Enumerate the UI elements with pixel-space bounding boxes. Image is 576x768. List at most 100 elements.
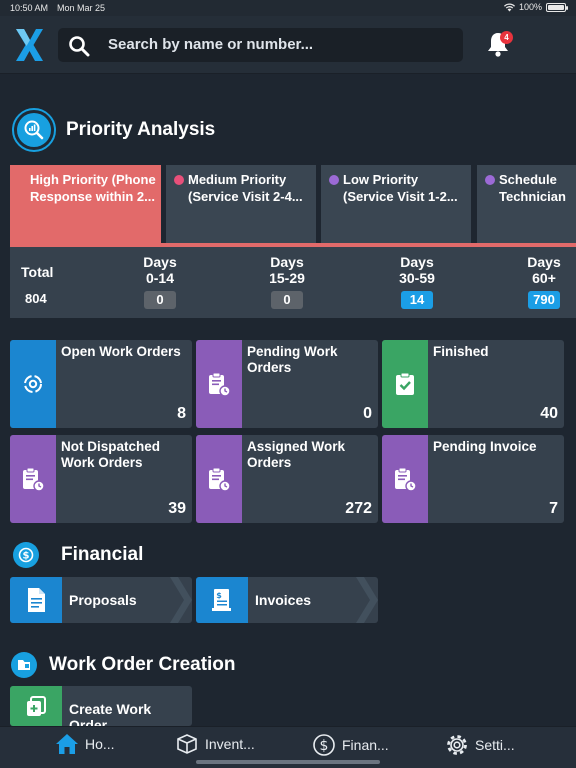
card-label: Finished bbox=[433, 344, 489, 359]
card-icon-panel bbox=[196, 340, 242, 428]
card-pending-work-orders[interactable]: Pending Work Orders 0 bbox=[196, 340, 378, 428]
tab-label-line2: (Service Visit 2-4... bbox=[188, 189, 303, 204]
bucket-label2: 15-29 bbox=[269, 270, 305, 286]
invoices-label: Invoices bbox=[255, 592, 312, 608]
battery-percent: 100% bbox=[518, 2, 542, 12]
card-count: 40 bbox=[540, 405, 558, 422]
proposals-label: Proposals bbox=[69, 592, 137, 608]
svg-text:$: $ bbox=[216, 591, 222, 600]
card-icon-panel bbox=[382, 435, 428, 523]
bucket-label2: 60+ bbox=[532, 270, 556, 286]
bucket-0-14[interactable]: Days 0-14 0 bbox=[132, 254, 188, 309]
bucket-count-badge: 790 bbox=[528, 291, 560, 309]
bucket-label1: Days bbox=[400, 254, 434, 270]
work-order-creation-icon bbox=[11, 652, 37, 678]
search-icon bbox=[69, 36, 90, 57]
tab-label-line2: Response within 2... bbox=[30, 189, 155, 204]
bucket-count-badge: 0 bbox=[271, 291, 303, 309]
clipboard-clock-icon bbox=[209, 372, 231, 397]
priority-analysis-title: Priority Analysis bbox=[66, 119, 216, 140]
priority-stats: Total 804 Days 0-14 0 Days 15-29 0 Days … bbox=[10, 247, 576, 318]
chevron-right-icon bbox=[170, 577, 192, 623]
analytics-icon bbox=[12, 108, 56, 152]
bucket-60-plus[interactable]: Days 60+ 790 bbox=[517, 254, 571, 309]
add-document-icon bbox=[27, 696, 46, 716]
search-placeholder: Search by name or number... bbox=[108, 36, 314, 53]
card-icon-panel bbox=[10, 686, 62, 726]
bucket-label2: 30-59 bbox=[399, 270, 435, 286]
bucket-count-badge: 0 bbox=[144, 291, 176, 309]
card-icon-panel: $ bbox=[196, 577, 248, 623]
tab-inventory[interactable]: Invent... bbox=[175, 733, 255, 755]
tab-low-priority[interactable]: Low Priority (Service Visit 1-2... bbox=[321, 165, 471, 243]
app-logo-icon[interactable] bbox=[14, 27, 44, 63]
card-icon-panel bbox=[382, 340, 428, 428]
tab-label-line2: Technician bbox=[499, 189, 566, 204]
tab-label-line1: High Priority (Phone bbox=[30, 172, 156, 187]
invoice-icon: $ bbox=[212, 589, 231, 611]
tab-label: Setti... bbox=[475, 737, 515, 753]
status-time: 10:50 AM bbox=[10, 3, 49, 13]
invoices-button[interactable]: $ Invoices bbox=[196, 577, 378, 623]
status-bar: 10:50 AM Mon Mar 25 100% bbox=[0, 0, 576, 16]
tab-settings[interactable]: Setti... bbox=[445, 733, 515, 757]
card-label: Pending Work Orders bbox=[247, 344, 338, 375]
card-icon-panel bbox=[10, 577, 62, 623]
tab-label-line1: Low Priority bbox=[343, 172, 419, 187]
financial-icon: $ bbox=[13, 542, 39, 568]
bucket-label2: 0-14 bbox=[145, 270, 175, 286]
work-order-creation-title: Work Order Creation bbox=[49, 654, 236, 675]
card-count: 39 bbox=[168, 500, 186, 517]
tab-label: Ho... bbox=[85, 736, 115, 752]
status-right: 100% bbox=[503, 2, 568, 12]
tab-schedule-technician[interactable]: Schedule Technician bbox=[477, 165, 576, 243]
bucket-15-29[interactable]: Days 15-29 0 bbox=[259, 254, 315, 309]
card-count: 272 bbox=[345, 500, 372, 517]
card-not-dispatched-work-orders[interactable]: Not Dispatched Work Orders 39 bbox=[10, 435, 192, 523]
financial-header: $ Financial bbox=[13, 542, 143, 568]
box-icon bbox=[177, 734, 197, 754]
low-priority-dot-icon bbox=[329, 175, 339, 185]
card-label: Assigned Work Orders bbox=[247, 439, 346, 470]
card-label: Open Work Orders bbox=[61, 344, 181, 359]
tab-label: Invent... bbox=[205, 736, 255, 752]
home-indicator bbox=[196, 760, 380, 764]
priority-panel: High Priority (Phone Response within 2..… bbox=[10, 165, 576, 318]
tab-financial[interactable]: $ Finan... bbox=[312, 733, 389, 757]
chevron-right-icon bbox=[356, 577, 378, 623]
tab-label-line1: Medium Priority bbox=[188, 172, 287, 187]
card-assigned-work-orders[interactable]: Assigned Work Orders 272 bbox=[196, 435, 378, 523]
card-icon-panel bbox=[10, 340, 56, 428]
clipboard-clock-icon bbox=[395, 467, 417, 492]
proposals-button[interactable]: Proposals bbox=[10, 577, 192, 623]
battery-icon bbox=[546, 2, 568, 12]
tab-high-priority[interactable]: High Priority (Phone Response within 2..… bbox=[10, 165, 161, 243]
create-work-order-button[interactable]: Create Work Order bbox=[10, 686, 192, 726]
bucket-label1: Days bbox=[527, 254, 561, 270]
tab-medium-priority[interactable]: Medium Priority (Service Visit 2-4... bbox=[166, 165, 316, 243]
document-icon bbox=[28, 588, 45, 612]
gear-cycle-icon bbox=[24, 375, 42, 393]
card-finished[interactable]: Finished 40 bbox=[382, 340, 564, 428]
total-label: Total bbox=[21, 264, 54, 280]
bucket-label1: Days bbox=[143, 254, 177, 270]
card-open-work-orders[interactable]: Open Work Orders 8 bbox=[10, 340, 192, 428]
total-value: 804 bbox=[25, 291, 47, 306]
search-input[interactable]: Search by name or number... bbox=[58, 28, 463, 62]
tab-label: Finan... bbox=[342, 737, 389, 753]
home-icon bbox=[56, 734, 78, 754]
svg-text:$: $ bbox=[23, 551, 30, 562]
work-order-creation-header: Work Order Creation bbox=[11, 652, 236, 678]
medium-priority-dot-icon bbox=[174, 175, 184, 185]
status-date: Mon Mar 25 bbox=[57, 3, 106, 13]
card-icon-panel bbox=[196, 435, 242, 523]
clipboard-clock-icon bbox=[23, 467, 45, 492]
card-count: 8 bbox=[177, 405, 186, 422]
tab-home[interactable]: Ho... bbox=[55, 733, 115, 755]
card-pending-invoice[interactable]: Pending Invoice 7 bbox=[382, 435, 564, 523]
create-work-order-label: Create Work Order bbox=[69, 701, 152, 726]
card-icon-panel bbox=[10, 435, 56, 523]
financial-title: Financial bbox=[61, 544, 144, 565]
bucket-30-59[interactable]: Days 30-59 14 bbox=[389, 254, 445, 309]
notification-badge: 4 bbox=[500, 31, 513, 44]
